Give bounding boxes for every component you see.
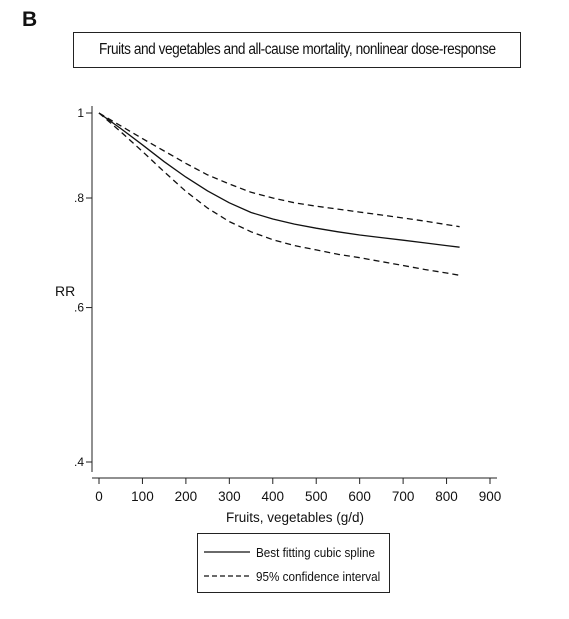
x-tick-label: 500 [305,489,328,504]
y-tick-label: .8 [74,191,84,205]
chart-title: Fruits and vegetables and all-cause mort… [73,32,521,68]
x-tick-label: 200 [175,489,198,504]
y-ticks: .4 .6 .8 1 [74,106,92,469]
x-tick-label: 100 [131,489,154,504]
x-ticks: 0 100 200 300 400 500 600 700 800 900 [95,478,501,504]
x-tick-label: 700 [392,489,415,504]
y-tick-label: .4 [74,455,84,469]
x-tick-label: 300 [218,489,241,504]
chart-title-text: Fruits and vegetables and all-cause mort… [98,41,496,58]
legend-label-spline: Best fitting cubic spline [256,544,376,560]
legend-item-spline: Best fitting cubic spline [204,542,388,562]
series-line-ci-upper [98,112,460,228]
x-tick-label: 800 [435,489,458,504]
y-tick-label: .6 [74,301,84,315]
x-tick-label: 400 [262,489,285,504]
x-tick-label: 600 [348,489,371,504]
x-tick-label: 900 [479,489,502,504]
panel-label: B [22,8,38,31]
x-tick-label: 0 [95,489,103,504]
series-line-ci-lower [98,112,460,276]
legend-solid-line-icon [204,551,250,553]
legend-item-ci: 95% confidence interval [204,566,394,586]
y-tick-label: 1 [77,106,84,120]
legend: Best fitting cubic spline 95% confidence… [197,533,390,593]
series-line-spline [98,112,460,248]
legend-label-ci: 95% confidence interval [256,568,381,584]
x-axis-label: Fruits, vegetables (g/d) [226,510,364,525]
legend-dashed-line-icon [204,575,250,577]
y-axis-label: RR [55,283,75,299]
series-lines [98,112,460,276]
